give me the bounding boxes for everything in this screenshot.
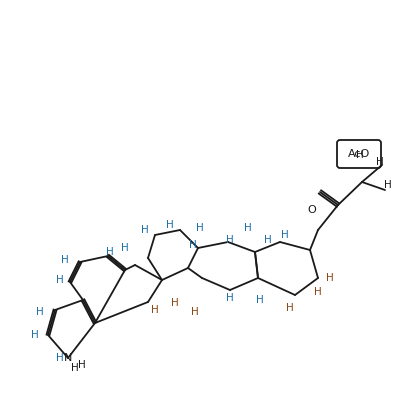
- Text: H: H: [226, 235, 233, 245]
- Text: H: H: [355, 150, 363, 160]
- Text: H: H: [121, 243, 128, 253]
- FancyBboxPatch shape: [336, 140, 380, 168]
- Text: H: H: [171, 298, 179, 308]
- Text: H: H: [325, 273, 333, 283]
- Text: H: H: [286, 303, 293, 313]
- Text: H: H: [243, 223, 251, 233]
- Text: H: H: [71, 363, 79, 373]
- Text: H: H: [256, 295, 263, 305]
- Text: N: N: [64, 353, 72, 363]
- Text: H: H: [78, 360, 86, 370]
- Text: H: H: [56, 353, 64, 363]
- Text: H: H: [151, 305, 158, 315]
- Text: H: H: [264, 235, 271, 245]
- Text: H: H: [280, 230, 288, 240]
- Text: H: H: [31, 330, 39, 340]
- Text: H: H: [56, 275, 64, 285]
- Text: H: H: [189, 240, 196, 250]
- Text: H: H: [313, 287, 321, 297]
- Text: H: H: [61, 255, 69, 265]
- Text: H: H: [383, 180, 391, 190]
- Text: H: H: [375, 157, 383, 167]
- Text: H: H: [196, 223, 203, 233]
- Text: H: H: [36, 307, 44, 317]
- Text: H: H: [106, 247, 113, 257]
- Text: H: H: [166, 220, 173, 230]
- Text: AcO: AcO: [347, 149, 369, 159]
- Text: H: H: [141, 225, 149, 235]
- Text: H: H: [226, 293, 233, 303]
- Text: O: O: [307, 205, 315, 215]
- Text: H: H: [191, 307, 198, 317]
